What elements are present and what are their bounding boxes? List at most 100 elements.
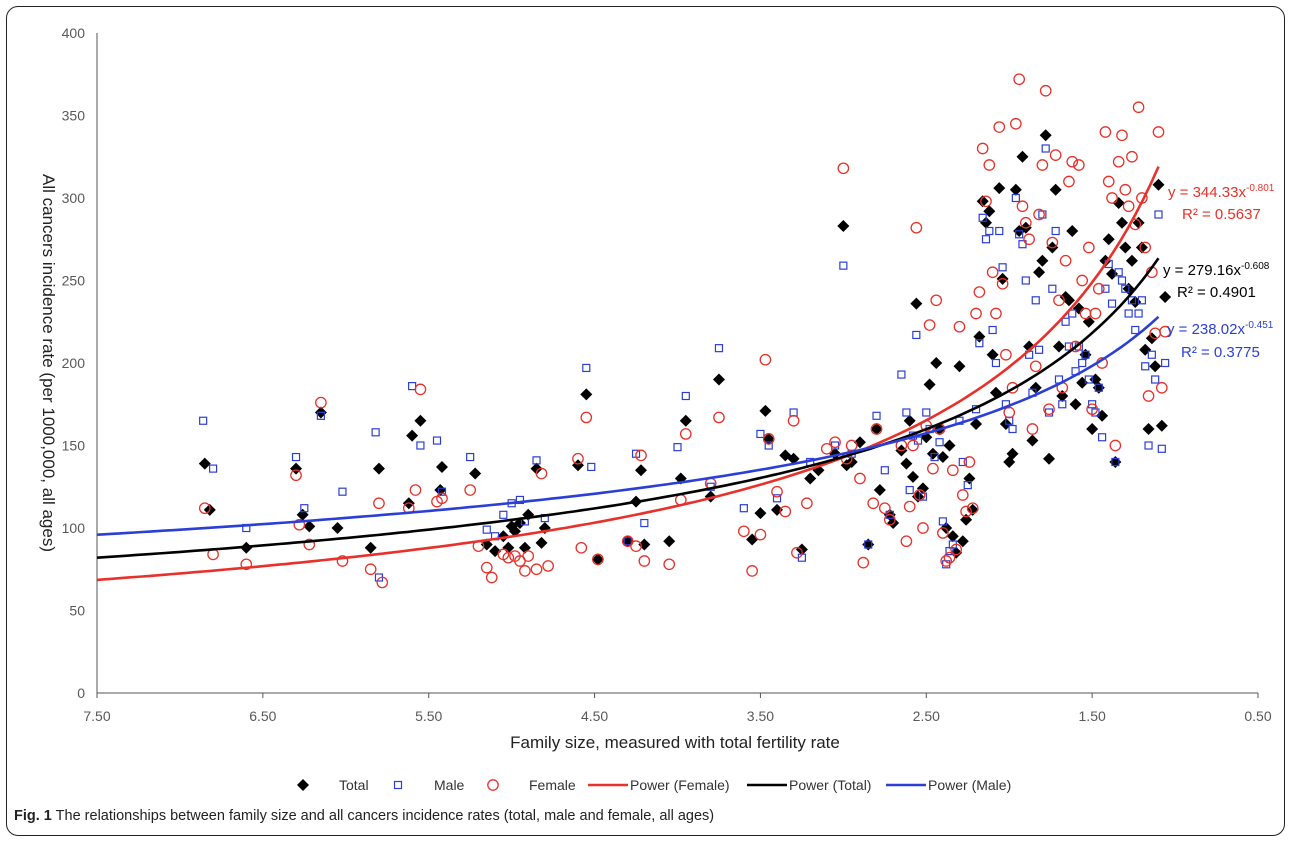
data-point-female <box>986 266 999 279</box>
data-point-male <box>1018 240 1027 249</box>
data-point-female <box>293 518 306 531</box>
x-tick-label: 1.50 <box>1079 708 1106 724</box>
data-point-female <box>993 121 1006 133</box>
data-point-male <box>209 464 218 473</box>
trendline-power--male- <box>96 315 1160 536</box>
data-point-total <box>973 330 986 343</box>
data-point-total <box>916 482 929 495</box>
data-point-total <box>591 553 604 566</box>
data-point-male <box>1015 230 1024 239</box>
data-point-male <box>1121 284 1130 293</box>
legend-item: Power (Total) <box>747 777 871 793</box>
legend-label: Female <box>529 777 576 793</box>
data-point-female <box>917 522 929 534</box>
legend-item: Power (Male) <box>886 777 1011 793</box>
data-point-male <box>998 263 1007 272</box>
data-point-male <box>640 518 649 528</box>
data-point-total <box>759 404 772 417</box>
data-point-total <box>870 423 883 435</box>
data-point-total <box>1062 294 1075 307</box>
data-point-total <box>963 472 976 485</box>
data-point-male <box>938 517 947 526</box>
data-point-total <box>1023 340 1036 353</box>
data-point-female <box>943 551 956 564</box>
data-point-male <box>587 462 596 472</box>
data-point-male <box>839 261 848 270</box>
data-point-female <box>1086 403 1098 416</box>
data-point-male <box>1034 345 1044 354</box>
data-point-female <box>1082 241 1095 254</box>
data-point-male <box>482 525 491 534</box>
data-point-total <box>903 414 916 427</box>
data-point-male <box>1151 375 1160 384</box>
data-point-female <box>535 467 548 480</box>
data-point-female <box>1152 126 1165 138</box>
data-point-female <box>1092 282 1105 295</box>
data-point-female <box>937 527 949 539</box>
data-point-male <box>756 429 765 439</box>
data-point-female <box>1023 233 1035 246</box>
data-point-male <box>466 452 475 462</box>
data-point-female <box>923 319 936 331</box>
trendline-equation: y = 279.16x-0.608 <box>1163 261 1270 279</box>
data-point-female <box>409 484 422 496</box>
data-point-total <box>1006 447 1019 460</box>
data-point-female <box>1066 155 1079 168</box>
data-point-female <box>996 277 1009 290</box>
data-point-female <box>1000 348 1012 361</box>
data-point-female <box>1076 274 1089 287</box>
data-point-male <box>1051 226 1060 236</box>
data-point-male <box>1084 375 1093 384</box>
trendline-equation: y = 238.02x-0.451 <box>1167 320 1274 338</box>
data-point-female <box>829 436 841 449</box>
data-point-male <box>897 370 906 379</box>
data-point-female <box>746 565 758 577</box>
data-point-male <box>1021 276 1030 285</box>
trendline-r2: R² = 0.5637 <box>1182 206 1261 223</box>
data-point-female <box>1043 403 1055 416</box>
data-point-female <box>980 195 992 208</box>
y-tick-label: 200 <box>62 355 86 371</box>
caption-label: Fig. 1 <box>14 808 52 824</box>
data-point-total <box>946 530 959 543</box>
data-point-female <box>1026 423 1039 435</box>
data-point-male <box>1161 358 1170 368</box>
data-point-total <box>1142 423 1155 435</box>
data-point-total <box>1036 254 1049 267</box>
data-point-total <box>1033 266 1046 279</box>
data-point-total <box>1159 291 1172 303</box>
data-point-male <box>582 363 591 373</box>
data-point-male <box>880 466 889 475</box>
figure-caption: Fig. 1 The relationships between family … <box>14 808 714 824</box>
data-point-male <box>764 441 773 450</box>
data-point-female <box>1016 200 1029 213</box>
data-point-female <box>679 428 692 440</box>
data-point-female <box>464 484 477 496</box>
y-tick-label: 400 <box>62 25 86 41</box>
data-point-male <box>515 495 525 505</box>
data-point-male <box>918 492 928 501</box>
data-point-male <box>1117 276 1127 285</box>
data-point-female <box>638 555 651 567</box>
data-point-female <box>870 423 883 435</box>
data-point-male <box>432 436 442 445</box>
data-point-total <box>1043 452 1056 465</box>
data-point-total <box>372 462 385 475</box>
data-point-total <box>862 538 875 551</box>
data-point-male <box>963 481 972 490</box>
data-point-total <box>580 388 593 401</box>
data-point-male <box>902 408 911 417</box>
data-point-female <box>1033 208 1045 221</box>
data-point-total <box>910 297 923 310</box>
data-point-female <box>1159 325 1171 338</box>
data-point-female <box>837 162 850 175</box>
data-point-total <box>979 216 992 229</box>
y-tick-label: 250 <box>62 273 86 289</box>
data-point-male <box>1107 299 1117 308</box>
data-point-male <box>1127 296 1137 305</box>
legend-label: Power (Total) <box>789 777 871 793</box>
data-point-male <box>1137 296 1147 305</box>
data-point-male <box>1011 193 1020 203</box>
data-point-total <box>1102 233 1115 246</box>
data-point-female <box>910 221 923 234</box>
